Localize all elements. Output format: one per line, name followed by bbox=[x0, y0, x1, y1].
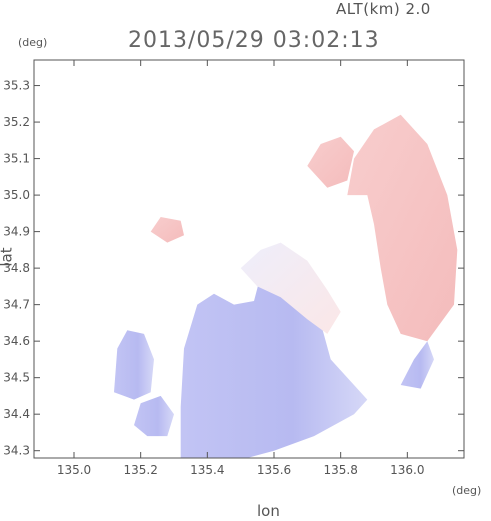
x-tick-label: 135.4 bbox=[190, 463, 224, 477]
y-tick-label: 35.0 bbox=[3, 188, 30, 202]
echo-region-eastern-arc-echo bbox=[347, 114, 458, 342]
altitude-label: ALT(km) 2.0 bbox=[336, 0, 431, 18]
echo-region-western-island-echo bbox=[114, 330, 154, 400]
y-tick-label: 34.5 bbox=[3, 371, 30, 385]
echo-regions bbox=[114, 114, 458, 458]
y-tick-label: 34.8 bbox=[3, 261, 30, 275]
echo-region-north-transition-echo bbox=[240, 242, 341, 334]
x-tick-label: 135.8 bbox=[323, 463, 357, 477]
echo-region-eastern-south-strip bbox=[400, 341, 434, 389]
y-tick-label: 35.3 bbox=[3, 79, 30, 93]
echo-region-main-southern-echo bbox=[180, 275, 368, 458]
y-tick-label: 34.4 bbox=[3, 407, 30, 421]
y-unit-label: (deg) bbox=[18, 36, 48, 49]
y-tick-label: 34.6 bbox=[3, 334, 30, 348]
y-tick-label: 34.7 bbox=[3, 298, 30, 312]
x-tick-label: 135.2 bbox=[123, 463, 157, 477]
echo-region-northern-inner-echo bbox=[307, 136, 354, 188]
axis-ticks: 135.0 135.2 135.4 135.6 135.8 136.0 34.3 34.4 34… bbox=[3, 60, 464, 477]
timestamp-title: 2013/05/29 03:02:13 bbox=[128, 28, 380, 53]
x-unit-label: (deg) bbox=[452, 484, 482, 497]
y-tick-label: 35.1 bbox=[3, 152, 30, 166]
echo-region-north-small-echo bbox=[150, 217, 184, 243]
x-tick-label: 135.6 bbox=[257, 463, 291, 477]
y-tick-label: 35.2 bbox=[3, 115, 30, 129]
x-tick-label: 136.0 bbox=[390, 463, 424, 477]
plot-frame bbox=[33, 59, 465, 459]
x-tick-label: 135.0 bbox=[57, 463, 91, 477]
y-tick-label: 34.9 bbox=[3, 225, 30, 239]
x-axis-title: lon bbox=[257, 502, 280, 520]
y-tick-label: 34.3 bbox=[3, 444, 30, 458]
echo-region-southwest-patch bbox=[134, 395, 174, 437]
